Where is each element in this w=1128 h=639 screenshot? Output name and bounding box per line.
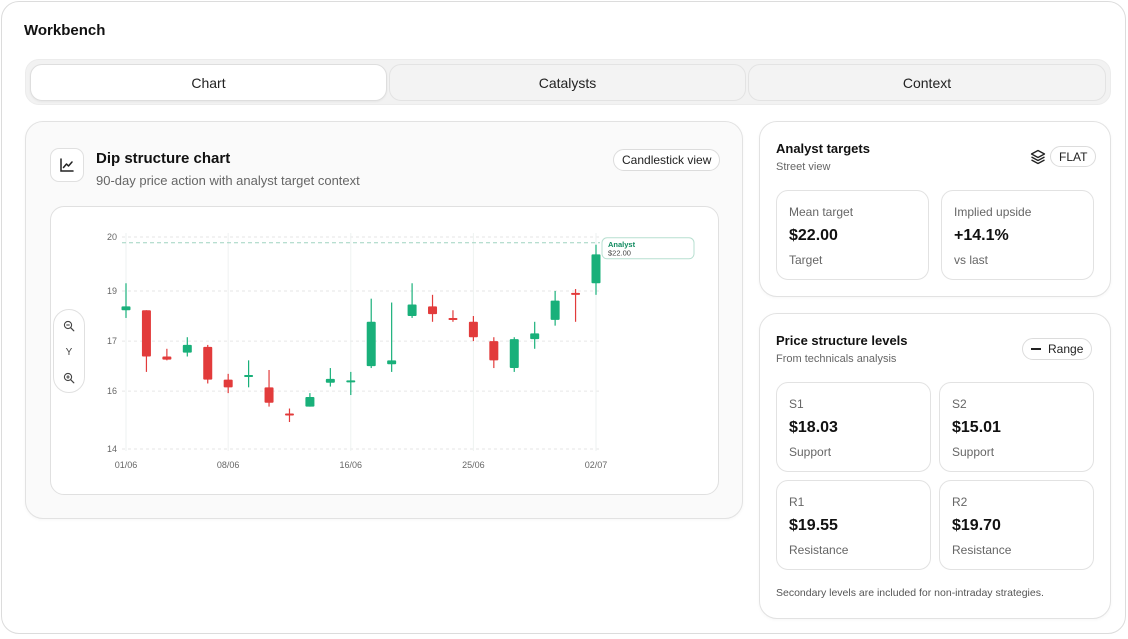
x-tick-label: 25/06 [462,460,485,470]
analyst-target-tag [601,237,695,260]
candle-body [284,413,294,416]
level-value: $15.01 [952,419,1001,436]
candle-body [305,396,315,407]
candle-body [387,360,397,365]
zoom-out-icon[interactable] [54,315,84,337]
x-tick-label: 02/07 [585,460,608,470]
x-tick-label: 01/06 [115,460,138,470]
level-note: Resistance [952,543,1012,557]
metric-note: Target [789,253,823,267]
analyst-targets-card: Analyst targets Street view FLAT Mean ta… [759,121,1111,297]
levels-footnote: Secondary levels are included for non-in… [776,587,1044,599]
level-note: Support [789,445,832,459]
layers-icon [1030,149,1046,165]
level-value: $18.03 [789,419,838,436]
price-levels-title: Price structure levels [776,333,908,348]
analyst-targets-subtitle: Street view [776,161,831,173]
candlestick-view-button[interactable]: Candlestick view [613,149,721,171]
level-r1: R1 $19.55 Resistance [776,480,931,570]
chart-plot-area: Y 14 16 17 19 20 01/06 08/06 16/06 25/06 02/07 Ana… [50,206,719,495]
candle-body [448,317,458,320]
level-label: R2 [952,495,968,509]
candle-body [264,387,274,403]
flat-badge: FLAT [1050,146,1097,167]
level-s2: S2 $15.01 Support [939,382,1094,472]
candle-body [489,341,499,361]
metric-label: Implied upside [954,205,1032,219]
candle-body [407,304,417,317]
y-zoom-control: Y [53,309,85,393]
candle-body [530,333,540,340]
candle-body [346,380,356,383]
minus-icon [1031,348,1041,350]
chart-title: Dip structure chart [96,150,231,167]
candle-body [244,374,254,377]
candle-body [571,292,581,295]
candle-body [550,300,560,320]
range-button[interactable]: Range [1022,338,1093,360]
candle-body [509,339,519,369]
candle-body [325,378,335,383]
x-tick-label: 08/06 [217,460,240,470]
candle-body [468,321,478,338]
chart-card: Dip structure chart 90-day price action … [25,121,743,519]
tab-chart[interactable]: Chart [30,64,387,101]
y-tick-label: 14 [107,444,117,454]
mean-target-metric: Mean target $22.00 Target [776,190,929,280]
level-label: S1 [789,397,804,411]
level-note: Support [952,445,995,459]
level-r2: R2 $19.70 Resistance [939,480,1094,570]
level-label: S2 [952,397,967,411]
candle-body [162,356,172,360]
price-levels-subtitle: From technicals analysis [776,353,897,365]
x-tick-label: 16/06 [340,460,363,470]
y-tick-label: 17 [107,336,117,346]
candle-body [182,344,192,353]
analyst-target-label: Analyst [608,240,636,249]
level-value: $19.55 [789,517,838,534]
metric-label: Mean target [789,205,854,219]
candlestick-chart: 14 16 17 19 20 01/06 08/06 16/06 25/06 02/07 Analy… [107,232,695,470]
zoom-in-icon[interactable] [54,367,84,389]
app-title: Workbench [24,22,106,39]
metric-note: vs last [954,253,989,267]
y-axis-zoom-label: Y [65,346,73,358]
candle-body [121,306,131,311]
tab-bar: Chart Catalysts Context [25,59,1111,105]
chart-subtitle: 90-day price action with analyst target … [96,173,360,188]
line-chart-icon [50,148,84,182]
tab-catalysts[interactable]: Catalysts [389,64,746,101]
tab-context[interactable]: Context [748,64,1106,101]
candle-body [203,346,213,380]
metric-value: $22.00 [789,227,838,244]
candle-body [223,379,233,388]
y-tick-label: 16 [107,386,117,396]
analyst-targets-title: Analyst targets [776,141,870,156]
level-value: $19.70 [952,517,1001,534]
level-label: R1 [789,495,805,509]
range-button-label: Range [1048,342,1084,356]
level-note: Resistance [789,543,849,557]
y-tick-label: 20 [107,232,117,242]
level-s1: S1 $18.03 Support [776,382,931,472]
candle-body [428,306,438,315]
candle-body [141,310,151,357]
candle-body [591,254,601,284]
implied-upside-metric: Implied upside +14.1% vs last [941,190,1094,280]
metric-value: +14.1% [954,227,1009,244]
y-tick-label: 19 [107,286,117,296]
analyst-target-value: $22.00 [608,248,631,257]
price-levels-card: Price structure levels From technicals a… [759,313,1111,619]
candle-body [366,321,376,367]
